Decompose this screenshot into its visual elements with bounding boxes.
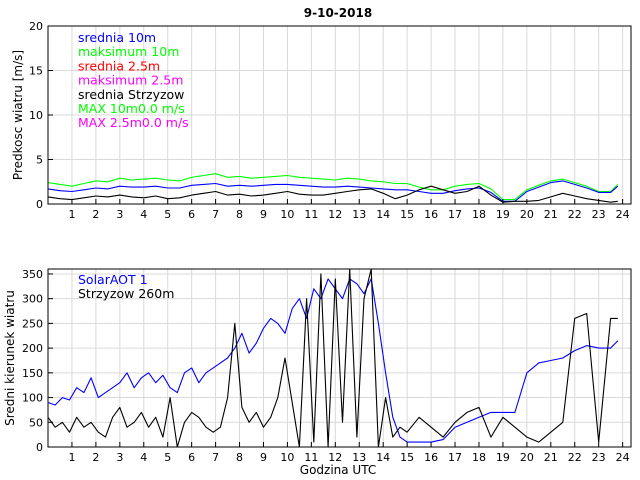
y-tick-label: 250 xyxy=(22,317,43,330)
x-tick-label: 14 xyxy=(376,451,390,464)
wind-speed-panel: 1 2 3 4 5 6 7 8 9 10 11 12 13 14 15 16 17 18 19 20 21 22 23 24 … xyxy=(11,20,632,221)
x-tick-label: 22 xyxy=(568,451,582,464)
legend-entry-solaraot-1: SolarAOT 1 xyxy=(78,272,148,287)
x-tick-label: 23 xyxy=(592,451,606,464)
series-solaraot-1 xyxy=(47,278,619,443)
x-tick-label: 9 xyxy=(260,208,267,221)
chart-title: 9-10-2018 xyxy=(304,6,372,20)
direction-y-ticks: 0 50 100 150 200 250 300 350 xyxy=(22,268,53,454)
legend-entry-srednia-strzyzow: srednia Strzyzow xyxy=(78,87,184,102)
x-tick-label: 24 xyxy=(616,451,630,464)
y-tick-label: 50 xyxy=(29,416,43,429)
x-tick-label: 14 xyxy=(376,208,390,221)
series-srednia-strzyzow xyxy=(47,185,618,203)
x-tick-label: 21 xyxy=(544,451,558,464)
direction-series xyxy=(47,268,619,448)
x-tick-label: 18 xyxy=(472,208,486,221)
x-tick-label: 1 xyxy=(68,451,75,464)
x-tick-label: 16 xyxy=(424,208,438,221)
x-tick-label: 19 xyxy=(496,208,510,221)
speed-y-ticks: 0 5 10 15 20 xyxy=(29,20,53,211)
direction-y-axis-label: Sredni kierunek wiatru xyxy=(3,290,17,426)
x-tick-label: 13 xyxy=(352,208,366,221)
speed-x-ticks: 1 2 3 4 5 6 7 8 9 10 11 12 13 14 15 16 17 18 19 20 21 22 23 24 xyxy=(68,199,630,221)
x-tick-label: 12 xyxy=(328,208,342,221)
x-tick-label: 12 xyxy=(328,451,342,464)
y-tick-label: 5 xyxy=(36,154,43,167)
y-tick-label: 20 xyxy=(29,20,43,33)
legend-entry-max-10m0-0-m-s: MAX 10m0.0 m/s xyxy=(78,101,185,116)
y-tick-label: 350 xyxy=(22,268,43,281)
x-tick-label: 8 xyxy=(236,451,243,464)
legend-entry-srednia-2-5m: srednia 2.5m xyxy=(78,58,160,73)
legend-entry-strzyzow-260m: Strzyzow 260m xyxy=(78,286,174,301)
direction-x-axis-label: Godzina UTC xyxy=(300,463,376,477)
x-tick-label: 11 xyxy=(304,208,318,221)
y-tick-label: 300 xyxy=(22,293,43,306)
y-tick-label: 15 xyxy=(29,65,43,78)
speed-series xyxy=(47,173,619,205)
x-tick-label: 5 xyxy=(164,451,171,464)
legend-entry-srednia-10m: srednia 10m xyxy=(78,30,156,45)
x-tick-label: 3 xyxy=(116,451,123,464)
y-tick-label: 0 xyxy=(36,441,43,454)
x-tick-label: 6 xyxy=(188,208,195,221)
x-tick-label: 21 xyxy=(544,208,558,221)
direction-x-ticks: 1 2 3 4 5 6 7 8 9 10 11 12 13 14 15 16 17 18 19 20 21 22 23 24 xyxy=(68,442,630,464)
x-tick-label: 16 xyxy=(424,451,438,464)
x-tick-label: 17 xyxy=(448,451,462,464)
speed-y-axis-label: Predkosc wiatru [m/s] xyxy=(11,50,25,180)
x-tick-label: 19 xyxy=(496,451,510,464)
y-tick-label: 0 xyxy=(36,198,43,211)
x-tick-label: 4 xyxy=(140,451,147,464)
x-tick-label: 1 xyxy=(68,208,75,221)
x-tick-label: 10 xyxy=(280,451,294,464)
x-tick-label: 4 xyxy=(140,208,147,221)
y-tick-label: 10 xyxy=(29,109,43,122)
x-tick-label: 13 xyxy=(352,451,366,464)
x-tick-label: 9 xyxy=(260,451,267,464)
legend-entry-maksimum-2-5m: maksimum 2.5m xyxy=(78,73,183,88)
x-tick-label: 7 xyxy=(212,451,219,464)
y-tick-label: 100 xyxy=(22,392,43,405)
x-tick-label: 20 xyxy=(520,451,534,464)
series-maksimum-10m xyxy=(47,173,619,201)
x-tick-label: 5 xyxy=(164,208,171,221)
x-tick-label: 2 xyxy=(92,208,99,221)
direction-axes-frame xyxy=(47,268,632,448)
x-tick-label: 11 xyxy=(304,451,318,464)
x-tick-label: 18 xyxy=(472,451,486,464)
x-tick-label: 10 xyxy=(280,208,294,221)
x-tick-label: 7 xyxy=(212,208,219,221)
series-strzyzow-260m xyxy=(47,268,618,448)
x-tick-label: 24 xyxy=(616,208,630,221)
x-tick-label: 23 xyxy=(592,208,606,221)
x-tick-label: 2 xyxy=(92,451,99,464)
y-tick-label: 200 xyxy=(22,342,43,355)
x-tick-label: 20 xyxy=(520,208,534,221)
x-tick-label: 3 xyxy=(116,208,123,221)
x-tick-label: 15 xyxy=(400,208,414,221)
x-tick-label: 22 xyxy=(568,208,582,221)
y-tick-label: 150 xyxy=(22,367,43,380)
x-tick-label: 8 xyxy=(236,208,243,221)
x-tick-label: 15 xyxy=(400,451,414,464)
legend-entry-maksimum-10m: maksimum 10m xyxy=(78,44,179,59)
legend-entry-max-2-5m0-0-m-s: MAX 2.5m0.0 m/s xyxy=(78,115,189,130)
x-tick-label: 6 xyxy=(188,451,195,464)
series-srednia-10m xyxy=(47,180,619,202)
x-tick-label: 17 xyxy=(448,208,462,221)
wind-direction-panel: 1 2 3 4 5 6 7 8 9 10 11 12 13 14 15 16 17 18 19 20 21 22 23 24 … xyxy=(3,268,632,477)
